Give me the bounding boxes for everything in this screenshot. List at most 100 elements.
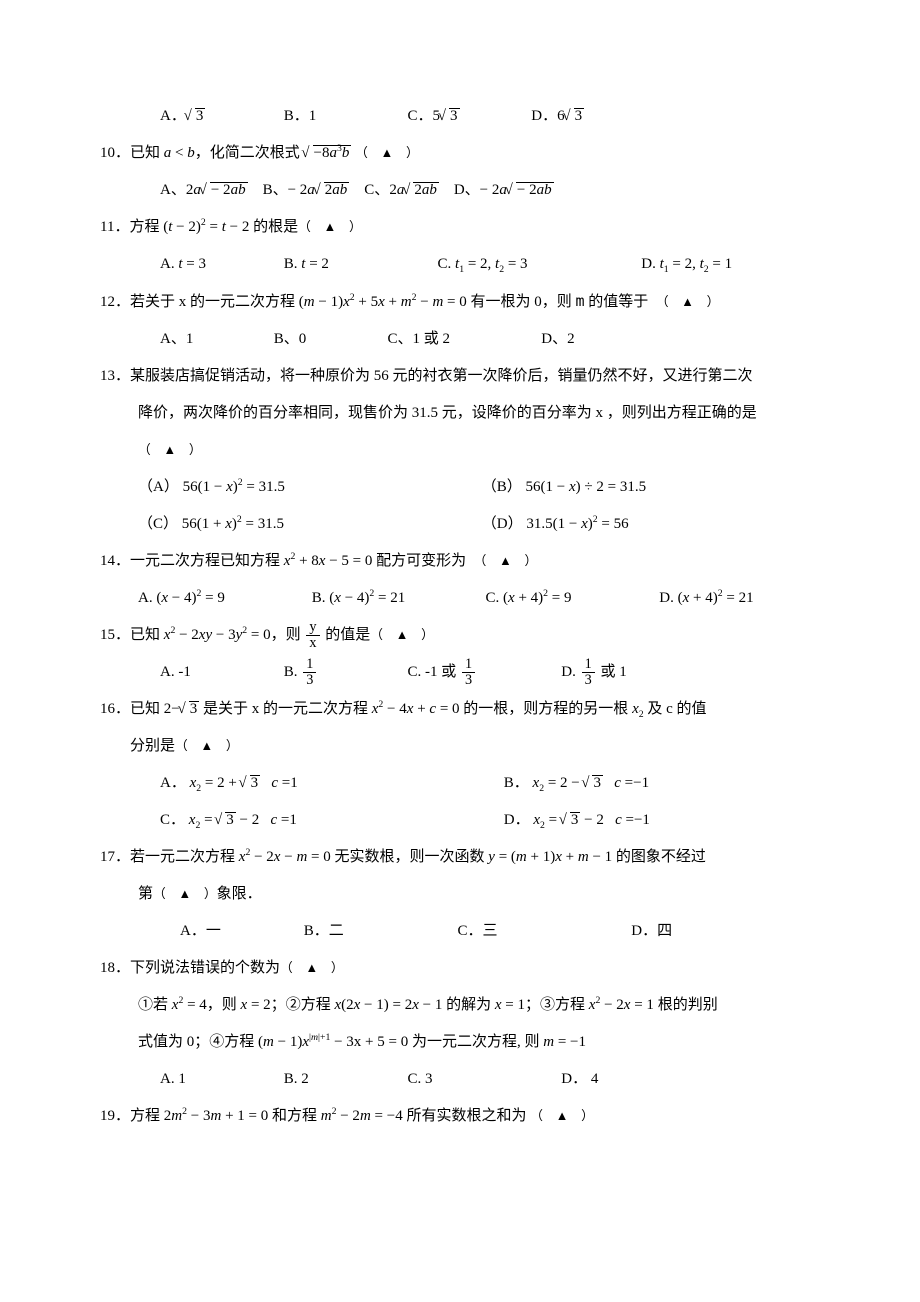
opt-label: A． [180, 923, 206, 939]
opt-val: 1 [186, 331, 194, 347]
opt-val: 或 1 [597, 664, 627, 680]
q14-opt-b: B. (x − 4)2 = 21 [312, 582, 482, 615]
sqrt: 3 [216, 804, 236, 837]
opt-val: 4 [591, 1071, 599, 1087]
q13-opts-r1: （A） 56(1 − x)2 = 31.5 （B） 56(1 − x) ÷ 2 … [100, 471, 820, 504]
stem: 式值为 0；④方程 [138, 1034, 258, 1050]
opt-label: B． [304, 923, 329, 939]
stem: 的值是 [322, 627, 371, 643]
opt-label: （C） [138, 516, 178, 532]
stem: ①若 [138, 997, 172, 1013]
q12-opt-d: D、2 [541, 331, 574, 347]
opt-val: -1 或 [425, 664, 460, 680]
stem: 一元二次方程已知方程 [130, 553, 284, 569]
sqrt-3: 3 [186, 100, 206, 133]
blank: （ ▲ ） [280, 961, 344, 975]
sqrt-3: 3 [440, 100, 460, 133]
q17-l2: 第（ ▲ ）象限． [100, 878, 820, 911]
opt-label: B、 [274, 331, 299, 347]
opt-label: B、 [263, 182, 288, 198]
q16-opt-a: A． x2 = 2 + 3 c =1 [160, 767, 500, 800]
opt-val: 三 [483, 923, 498, 939]
opt-label: A. [160, 256, 175, 272]
cond: a [164, 145, 172, 161]
stem: 是关于 x 的一元二次方程 [199, 701, 372, 717]
opt-val: 1 或 2 [413, 331, 451, 347]
stem: ；②方程 [271, 997, 335, 1013]
stem: 根的判别 [654, 997, 718, 1013]
q14-opt-c: C. (x + 4)2 = 9 [486, 582, 656, 615]
opt-label: A. [138, 590, 153, 606]
stem: 的值等于 [585, 294, 649, 310]
opt-val: 2 [567, 331, 575, 347]
q11: 11．方程 (t − 2)2 = t − 2 的根是（ ▲ ） [100, 211, 820, 244]
sqrt-expr: −8a3b [304, 137, 352, 170]
q13-l2: 降价，两次降价的百分率相同，现售价为 31.5 元，设降价的百分率为 x ，则列… [100, 397, 820, 430]
q18-l2: ①若 x2 = 4，则 x = 2；②方程 x(2x − 1) = 2x − 1… [100, 989, 820, 1022]
opt-label: （D） [482, 516, 523, 532]
q9-opt-d: D．63 [531, 100, 651, 133]
opt-val: -1 [178, 664, 191, 680]
opt-label: C、 [388, 331, 413, 347]
stem: 已知 [130, 145, 164, 161]
opt-label: B． [504, 775, 529, 791]
opt-label: D. [641, 256, 656, 272]
stem: 有一根为 0，则 [467, 294, 576, 310]
qnum: 13． [100, 368, 130, 384]
opt-label: C． [458, 923, 483, 939]
opt-label: D． [631, 923, 657, 939]
opt-label: C. [408, 1071, 422, 1087]
sqrt: − 2ab [507, 174, 554, 207]
opt-label: C. [486, 590, 500, 606]
frac-num: y [306, 620, 319, 636]
q16-opts-r2: C． x2 = 3 − 2 c =1 D． x2 = 3 − 2 c =−1 [100, 804, 820, 837]
m: m [576, 292, 585, 310]
opt-val: 3 [425, 1071, 433, 1087]
q14-opt-d: D. (x + 4)2 = 21 [659, 590, 753, 606]
q11-options: A. t = 3 B. t = 2 C. t1 = 2, t2 = 3 D. t… [100, 248, 820, 281]
sqrt-3: 3 [565, 100, 585, 133]
q10-opt-a: A、2a− 2ab [160, 182, 248, 198]
opt-val: 四 [657, 923, 672, 939]
q13-opt-d: （D） 31.5(1 − x)2 = 56 [482, 508, 629, 541]
q13-opt-c: （C） 56(1 + x)2 = 31.5 [138, 508, 478, 541]
frac-num: 1 [462, 657, 475, 673]
q16: 16．已知 2−3 是关于 x 的一元二次方程 x2 − 4x + c = 0 … [100, 693, 820, 726]
q17: 17．若一元二次方程 x2 − 2x − m = 0 无实数根，则一次函数 y … [100, 841, 820, 874]
q17-opt-c: C．三 [458, 915, 628, 948]
stem: − 3x + 5 = 0 [330, 1034, 408, 1050]
q12-opt-c: C、1 或 2 [388, 323, 538, 356]
opt-label: D. [561, 664, 576, 680]
q17-opt-b: B．二 [304, 915, 454, 948]
opt-label: D. [659, 590, 674, 606]
q18-opt-b: B. 2 [284, 1063, 404, 1096]
q18-options: A. 1 B. 2 C. 3 D． 4 [100, 1063, 820, 1096]
q14-options: A. (x − 4)2 = 9 B. (x − 4)2 = 21 C. (x +… [100, 582, 820, 615]
q15-opt-d: D. 13 或 1 [561, 664, 626, 680]
q15-opt-a: A. -1 [160, 656, 280, 689]
blank: （ ▲ ） [153, 887, 217, 901]
opt-label: B. [312, 590, 326, 606]
sqrt-3: 3 [180, 693, 200, 726]
q12-opt-a: A、1 [160, 323, 270, 356]
q16-l2: 分别是（ ▲ ） [100, 730, 820, 763]
q16-opt-c: C． x2 = 3 − 2 c =1 [160, 804, 500, 837]
stem: 方程 [129, 219, 163, 235]
stem: 若关于 x 的一元二次方程 [130, 294, 299, 310]
opt-label: B. [284, 256, 298, 272]
opt-label: C、 [364, 182, 389, 198]
qnum: 11． [100, 219, 129, 235]
q11-opt-d: D. t1 = 2, t2 = 1 [641, 256, 732, 272]
stem: 的根是 [249, 219, 298, 235]
stem: ，则 [207, 997, 241, 1013]
blank: （ ▲ ） [138, 443, 202, 457]
opt-val: 2 [301, 1071, 309, 1087]
opt-label: C. [408, 664, 422, 680]
opt-label: （A） [138, 479, 179, 495]
stem: 方程 [130, 1108, 164, 1124]
q17-opt-d: D．四 [631, 923, 672, 939]
stem: 已知 2− [130, 701, 180, 717]
sqrt-val: 3 [250, 775, 261, 792]
opt-label: A. [160, 1071, 175, 1087]
opt-val: 0 [299, 331, 307, 347]
